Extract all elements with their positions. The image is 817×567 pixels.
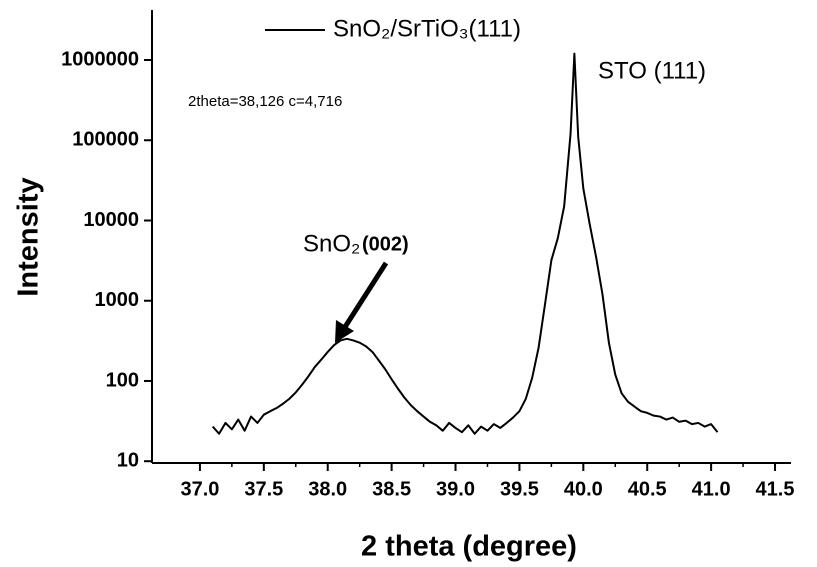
x-tick-label: 39.0 xyxy=(436,478,475,500)
x-tick-label: 38.5 xyxy=(372,478,411,500)
x-tick-label: 41.5 xyxy=(756,478,795,500)
y-tick-label: 1000 xyxy=(95,289,140,311)
legend-label: SnO₂/SrTiO₃(111) xyxy=(333,15,521,42)
x-tick-label: 37.5 xyxy=(244,478,283,500)
y-axis-label: Intensity xyxy=(13,177,45,296)
x-tick-label: 39.5 xyxy=(500,478,539,500)
annotation: STO (111) xyxy=(598,57,706,84)
annotation: (002) xyxy=(362,233,409,255)
y-tick-label: 10000 xyxy=(83,209,139,231)
arrow xyxy=(342,261,389,329)
annotation: SnO₂ xyxy=(303,230,360,257)
y-tick-label: 100 xyxy=(106,369,139,391)
x-tick-label: 37.0 xyxy=(180,478,219,500)
x-tick-label: 40.0 xyxy=(564,478,603,500)
y-tick-label: 10 xyxy=(117,449,139,471)
x-axis-label: 2 theta (degree) xyxy=(361,531,577,563)
x-tick-label: 38.0 xyxy=(308,478,347,500)
arrow-head xyxy=(335,320,354,343)
x-tick-label: 41.0 xyxy=(692,478,731,500)
y-tick-label: 100000 xyxy=(72,129,139,151)
annotation: 2theta=38,126 c=4,716 xyxy=(188,93,342,110)
x-tick-label: 40.5 xyxy=(628,478,667,500)
y-tick-label: 1000000 xyxy=(61,48,139,70)
data-line xyxy=(211,52,719,435)
